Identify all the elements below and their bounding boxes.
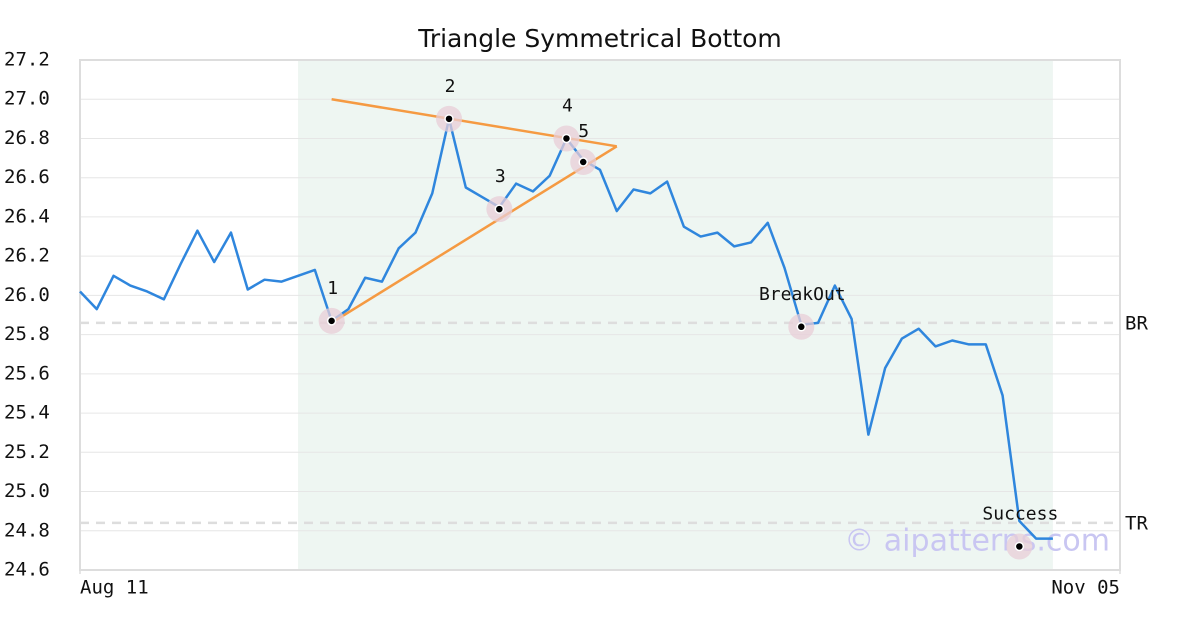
chart-title: Triangle Symmetrical Bottom xyxy=(417,24,782,53)
y-tick-label: 26.8 xyxy=(4,127,50,149)
point-label: 3 xyxy=(495,166,506,187)
point-dot xyxy=(578,157,588,167)
point-dot xyxy=(494,204,505,214)
point-dot xyxy=(561,133,572,144)
point-label: Success xyxy=(982,503,1058,524)
y-tick-label: 27.0 xyxy=(4,88,50,110)
pattern-region xyxy=(298,60,1053,570)
level-label: TR xyxy=(1125,512,1148,534)
point-label: BreakOut xyxy=(759,284,846,305)
point-label: 5 xyxy=(578,121,589,142)
y-tick-label: 26.6 xyxy=(4,166,50,188)
point-label: 1 xyxy=(327,278,338,299)
point-dot xyxy=(444,114,454,124)
x-tick-label: Aug 11 xyxy=(80,577,149,599)
y-tick-label: 26.4 xyxy=(4,205,50,227)
watermark: © aipatterns.com xyxy=(844,524,1110,559)
level-label: BR xyxy=(1125,312,1148,334)
x-tick-label: Nov 05 xyxy=(1051,577,1120,599)
y-tick-label: 25.8 xyxy=(4,323,50,345)
point-label: 4 xyxy=(562,95,573,116)
y-tick-label: 26.0 xyxy=(4,284,50,306)
trend-line xyxy=(330,145,618,324)
point-dot xyxy=(1014,541,1025,552)
y-tick-label: 24.6 xyxy=(4,559,50,581)
point-dot xyxy=(326,316,337,326)
point-label: 2 xyxy=(445,76,456,97)
y-tick-label: 27.2 xyxy=(4,49,50,71)
y-tick-label: 25.4 xyxy=(4,402,50,424)
y-tick-label: 25.0 xyxy=(4,480,50,502)
plot-frame xyxy=(79,59,1121,571)
y-tick-label: 25.2 xyxy=(4,441,50,463)
point-dot xyxy=(796,322,807,332)
y-tick-label: 24.8 xyxy=(4,519,50,541)
y-tick-label: 26.2 xyxy=(4,245,50,267)
y-tick-label: 25.6 xyxy=(4,362,50,384)
